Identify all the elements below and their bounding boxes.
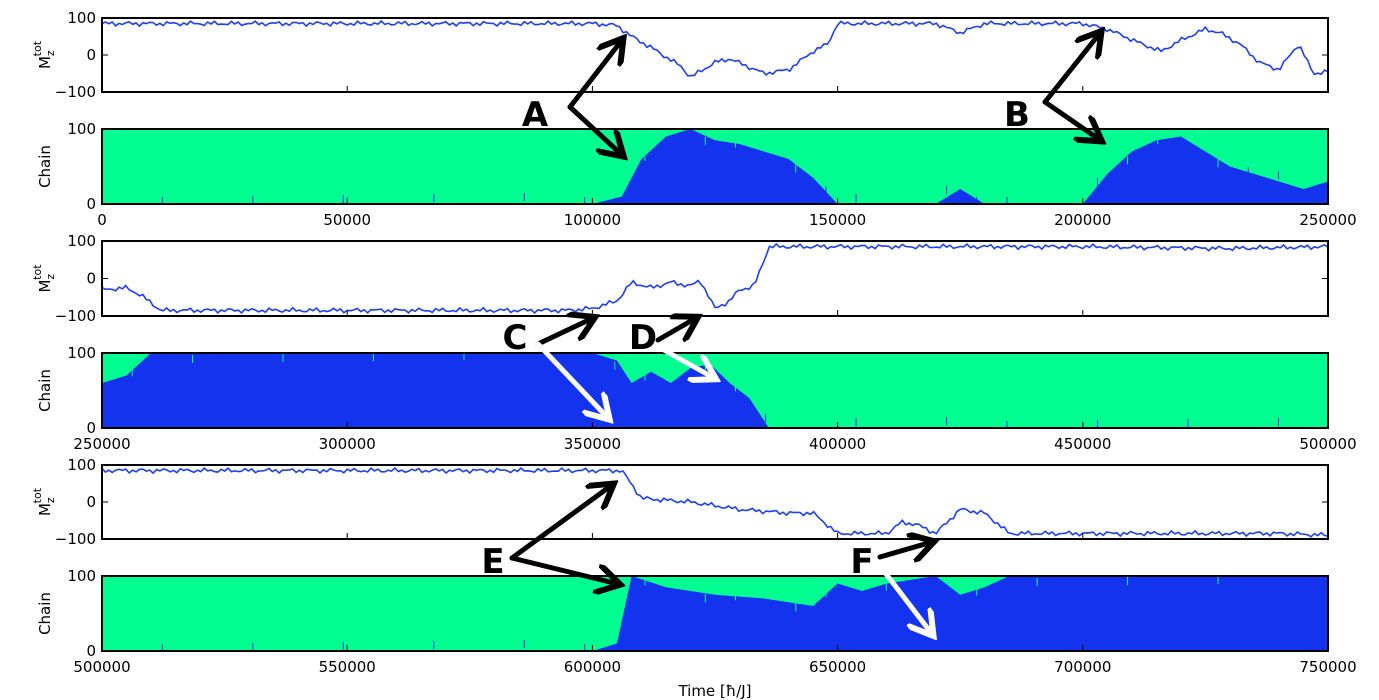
x-tick-label: 250000: [1299, 211, 1356, 229]
x-tick-label: 200000: [1054, 211, 1111, 229]
chain-frame: [101, 575, 1329, 652]
annotation-label: A: [522, 95, 549, 135]
annotation-label: C: [503, 318, 528, 358]
x-tick-label: 0: [97, 211, 107, 229]
annotation-arrow: [567, 104, 622, 155]
chain-ylabel: Chain: [36, 592, 54, 635]
row-2: 100 0 Chain 250000 300000 350000 400000 450000 5…: [31, 232, 1357, 453]
mag-line: [101, 466, 1329, 538]
chain-ylabel: Chain: [36, 369, 54, 412]
mag-ytick-label: 100: [67, 456, 96, 474]
annotation-F: F: [850, 542, 932, 634]
chain-frame: [101, 352, 1329, 429]
chain-ytick-label: 100: [67, 120, 96, 138]
annotation-arrow: [877, 542, 932, 557]
annotation-B: B: [1004, 33, 1100, 140]
mag-ylabel: Mztot: [31, 487, 57, 516]
x-tick-label: 400000: [809, 435, 866, 453]
x-tick-label: 700000: [1054, 658, 1111, 676]
chain-ytick-label: 0: [86, 419, 96, 437]
annotation-arrow: [509, 485, 612, 561]
x-tick-label: 550000: [319, 658, 376, 676]
annotation-A: A: [522, 40, 622, 155]
mag-ytick-label: 0: [86, 46, 96, 64]
mag-line: [101, 19, 1329, 77]
x-tick-label: 150000: [809, 211, 866, 229]
mag-background: [102, 465, 1328, 539]
annotation-arrow: [509, 555, 618, 584]
x-tick-label: 100000: [564, 211, 621, 229]
x-axis-label: Time [ħ/J]: [677, 682, 751, 700]
mag-ytick-label: −100: [55, 530, 96, 548]
x-tick-label: 250000: [73, 435, 130, 453]
chain-ytick-label: 100: [67, 567, 96, 585]
mag-ytick-label: −100: [55, 307, 96, 325]
mag-ylabel: Mztot: [31, 264, 57, 293]
annotation-arrow: [567, 40, 622, 110]
annotation-arrow: [1042, 33, 1100, 105]
annotation-label: B: [1004, 95, 1030, 135]
row-3: 100 0 Chain 500000 550000 600000 650000 700000 7…: [31, 456, 1357, 676]
chain-spin-region: [102, 576, 1328, 651]
x-tick-label: 750000: [1299, 658, 1356, 676]
annotation-arrow: [1042, 99, 1100, 140]
mag-background: [102, 18, 1328, 92]
mag-ytick-label: −100: [55, 83, 96, 101]
chain-spin-region: [102, 129, 1328, 204]
mag-ytick-label: 0: [86, 270, 96, 288]
annotation-E: E: [481, 485, 618, 584]
mag-background: [102, 241, 1328, 316]
annotation-C: C: [503, 318, 608, 418]
x-tick-label: 600000: [564, 658, 621, 676]
x-tick-label: 300000: [319, 435, 376, 453]
annotations: A B C D E F: [481, 33, 1100, 634]
annotation-label: F: [850, 542, 873, 582]
x-tick-label: 50000: [323, 211, 371, 229]
x-tick-label: 500000: [1299, 435, 1356, 453]
chain-ytick-label: 0: [86, 195, 96, 213]
x-tick-label: 650000: [809, 658, 866, 676]
annotation-arrow: [877, 563, 932, 634]
annotation-label: D: [629, 318, 657, 358]
x-tick-label: 500000: [73, 658, 130, 676]
annotation-arrow: [535, 341, 608, 418]
row-1: 100 0 Chain 0 50000 100000 150000 200000 250000 1…: [31, 9, 1357, 229]
annotation-arrow: [655, 318, 696, 343]
mag-ytick-label: 100: [67, 9, 96, 27]
chain-frame: [101, 128, 1329, 205]
mag-ylabel: Mztot: [31, 40, 57, 69]
x-tick-label: 350000: [564, 435, 621, 453]
chain-ytick-label: 0: [86, 642, 96, 660]
annotation-label: E: [481, 542, 504, 582]
mag-ytick-label: 0: [86, 493, 96, 511]
chain-ytick-label: 100: [67, 344, 96, 362]
annotation-arrow: [535, 318, 593, 347]
annotation-arrow: [661, 347, 714, 378]
x-tick-label: 450000: [1054, 435, 1111, 453]
mag-line: [101, 242, 1329, 315]
chain-ylabel: Chain: [36, 145, 54, 188]
chain-spin-region: [102, 353, 1328, 428]
mag-ytick-label: 100: [67, 232, 96, 250]
annotation-D: D: [629, 318, 714, 378]
